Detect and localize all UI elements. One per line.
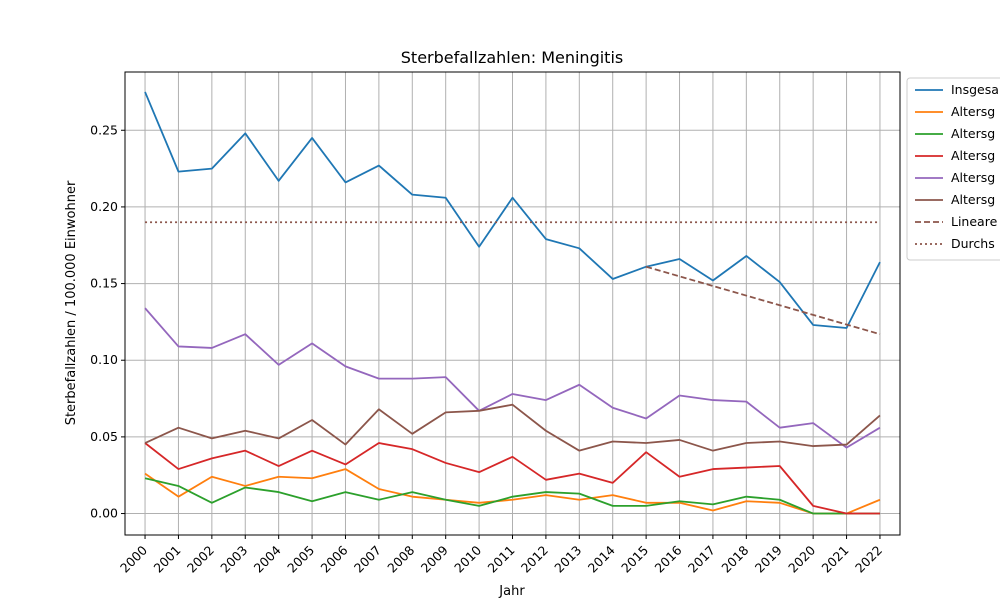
legend-label: Altersg	[951, 148, 995, 163]
x-tick-label: 2017	[685, 543, 718, 576]
x-tick-label: 2000	[117, 542, 150, 575]
series-line-3	[144, 442, 880, 515]
y-axis-label: Sterbefallzahlen / 100.000 Einwohner	[64, 180, 79, 425]
x-tick-label: 2014	[585, 542, 618, 575]
x-axis-label: Jahr	[498, 584, 525, 599]
x-tick-label: 2008	[384, 542, 417, 575]
x-tick-label: 2016	[652, 542, 685, 575]
x-tick-label: 2002	[184, 543, 217, 576]
legend-label: Altersg	[951, 192, 995, 207]
x-tick-label: 2019	[752, 542, 785, 575]
series-line-2	[144, 477, 880, 515]
x-tick-label: 2009	[418, 542, 451, 575]
series-line-0	[144, 91, 881, 329]
grid	[125, 72, 900, 535]
series-line-4	[144, 307, 881, 449]
plot-lines	[144, 91, 881, 515]
series-line-5	[144, 403, 881, 452]
legend-label: Lineare	[951, 214, 998, 229]
x-tick-label: 2020	[785, 542, 818, 575]
y-tick-label: 0.00	[90, 506, 118, 521]
x-tick-label: 2004	[251, 542, 284, 575]
axis-ticks: 2000 2001 2002 2003 2004 2005 2006 2007 2008 2009…	[90, 122, 885, 575]
y-tick-label: 0.15	[90, 276, 118, 291]
y-tick-label: 0.05	[90, 429, 118, 444]
chart-title: Sterbefallzahlen: Meningitis	[401, 48, 623, 67]
x-tick-label: 2015	[618, 543, 651, 576]
legend-box	[906, 77, 1000, 261]
legend-label: Altersg	[951, 104, 995, 119]
legend-label: Altersg	[951, 126, 995, 141]
x-tick-label: 2011	[485, 543, 518, 576]
x-tick-label: 2012	[518, 543, 551, 576]
legend-label: Altersg	[951, 170, 995, 185]
y-tick-label: 0.25	[90, 122, 118, 137]
legend: Insgesa Altersg Altersg Altersg Altersg Alter…	[906, 77, 1000, 261]
legend-label: Durchs	[951, 236, 995, 251]
x-tick-label: 2022	[852, 543, 885, 576]
x-tick-label: 2005	[284, 543, 317, 576]
x-tick-label: 2006	[317, 542, 350, 575]
x-tick-label: 2021	[819, 543, 852, 576]
series-line-1	[144, 468, 881, 515]
x-tick-label: 2001	[150, 543, 183, 576]
x-tick-label: 2018	[718, 542, 751, 575]
y-tick-label: 0.10	[90, 352, 118, 367]
x-tick-label: 2013	[551, 543, 584, 576]
legend-label: Insgesa	[951, 82, 999, 97]
y-tick-label: 0.20	[90, 199, 118, 214]
series-line-6	[645, 265, 881, 336]
x-tick-label: 2003	[217, 543, 250, 576]
x-tick-label: 2007	[351, 543, 384, 576]
x-tick-label: 2010	[451, 542, 484, 575]
